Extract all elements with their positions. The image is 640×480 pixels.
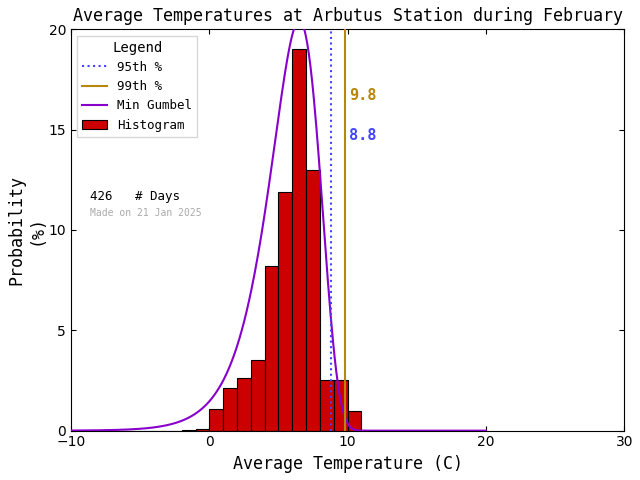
Text: 9.8: 9.8: [349, 87, 376, 103]
Min Gumbel: [474, 428, 481, 433]
Bar: [237, 378, 251, 431]
Bar: [209, 408, 223, 431]
Line: Min Gumbel: Min Gumbel: [71, 21, 486, 431]
Min Gumbel: [264, 188, 272, 194]
Bar: [292, 49, 306, 431]
Min Gumbel: [408, 428, 416, 433]
Min Gumbel: [461, 428, 468, 433]
Text: 8.8: 8.8: [349, 128, 376, 143]
Legend: 95th %, 99th %, Min Gumbel, Histogram: 95th %, 99th %, Min Gumbel, Histogram: [77, 36, 197, 136]
X-axis label: Average Temperature (C): Average Temperature (C): [233, 455, 463, 473]
Bar: [182, 430, 195, 431]
Min Gumbel: [482, 428, 490, 433]
Min Gumbel: [315, 156, 323, 161]
Min Gumbel: [295, 18, 303, 24]
Text: 426   # Days: 426 # Days: [90, 190, 180, 203]
Bar: [251, 360, 265, 431]
Bar: [278, 192, 292, 431]
Bar: [265, 266, 278, 431]
Bar: [334, 381, 348, 431]
Bar: [195, 429, 209, 431]
Title: Average Temperatures at Arbutus Station during February: Average Temperatures at Arbutus Station …: [73, 7, 623, 25]
Bar: [223, 388, 237, 431]
Bar: [348, 410, 362, 431]
Bar: [320, 381, 334, 431]
Bar: [306, 170, 320, 431]
Y-axis label: Probability
(%): Probability (%): [7, 175, 45, 285]
Min Gumbel: [292, 22, 300, 28]
Min Gumbel: [267, 171, 275, 177]
Text: Made on 21 Jan 2025: Made on 21 Jan 2025: [90, 208, 202, 218]
Min Gumbel: [67, 428, 75, 433]
